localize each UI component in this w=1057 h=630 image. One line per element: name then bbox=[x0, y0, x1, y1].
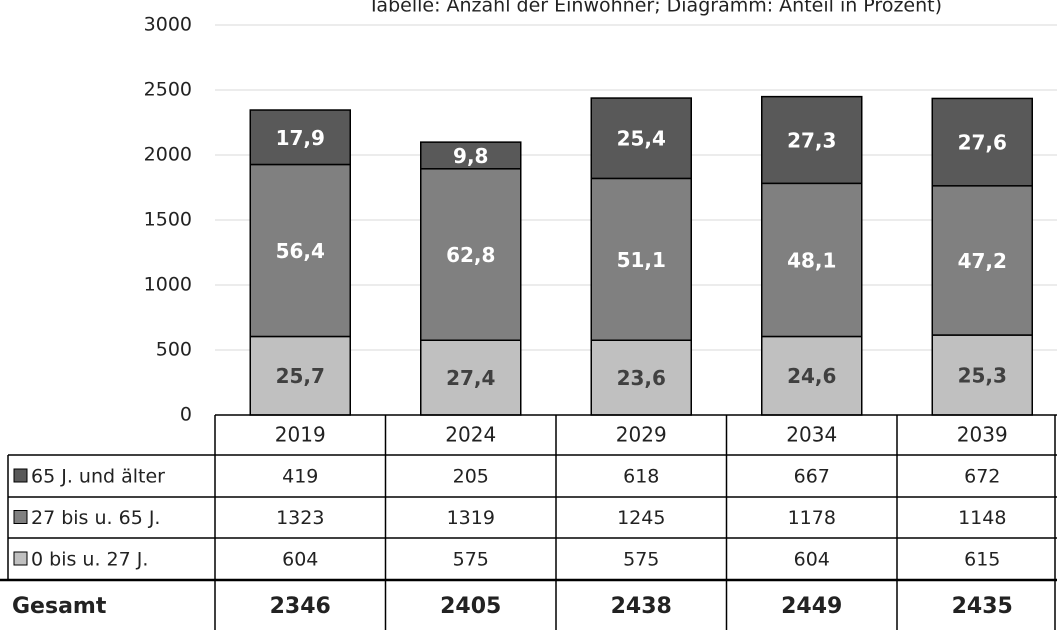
total-cell: 2449 bbox=[781, 594, 842, 619]
bar-segment bbox=[761, 182, 863, 338]
y-tick-label: 3000 bbox=[144, 14, 192, 36]
bar-segment bbox=[590, 177, 692, 341]
bar-segment bbox=[590, 339, 692, 416]
bar-segment bbox=[420, 339, 522, 416]
table-cell: 1323 bbox=[276, 507, 324, 529]
data-label: 27,6 bbox=[958, 131, 1007, 155]
legend-label: 65 J. und älter bbox=[31, 466, 165, 488]
total-cell: 2405 bbox=[440, 594, 501, 619]
legend-swatch bbox=[13, 551, 28, 566]
bar-segment bbox=[420, 141, 522, 170]
legend-swatch bbox=[13, 468, 28, 483]
x-tick-label: 2024 bbox=[445, 423, 496, 447]
total-cell: 2346 bbox=[270, 594, 331, 619]
bar-segment bbox=[761, 335, 863, 416]
bar-segment bbox=[249, 109, 351, 166]
bar-segment bbox=[249, 163, 351, 338]
data-label: 25,4 bbox=[617, 127, 666, 151]
chart-title: Tabelle: Anzahl der Einwohner; Diagramm:… bbox=[367, 0, 942, 17]
table-cell: 604 bbox=[794, 549, 830, 571]
bar-segment bbox=[590, 97, 692, 180]
y-tick-label: 2000 bbox=[144, 144, 192, 166]
legend-label: 27 bis u. 65 J. bbox=[31, 507, 160, 529]
bar-segment bbox=[931, 334, 1033, 416]
table-cell: 1178 bbox=[788, 507, 836, 529]
x-tick-label: 2039 bbox=[957, 423, 1008, 447]
table-cell: 575 bbox=[623, 549, 659, 571]
x-tick-label: 2019 bbox=[275, 423, 326, 447]
y-tick-label: 1500 bbox=[144, 209, 192, 231]
legend-label: 0 bis u. 27 J. bbox=[31, 549, 148, 571]
data-label: 62,8 bbox=[446, 243, 495, 267]
table-cell: 672 bbox=[964, 466, 1000, 488]
data-label: 25,7 bbox=[276, 364, 325, 388]
data-label: 23,6 bbox=[617, 366, 666, 390]
data-label: 24,6 bbox=[787, 364, 836, 388]
data-label: 51,1 bbox=[617, 248, 666, 272]
table-cell: 1319 bbox=[447, 507, 495, 529]
table-cell: 615 bbox=[964, 549, 1000, 571]
table-cell: 604 bbox=[282, 549, 318, 571]
total-cell: 2438 bbox=[611, 594, 672, 619]
data-label: 9,8 bbox=[453, 144, 488, 168]
x-tick-label: 2034 bbox=[786, 423, 837, 447]
table-cell: 1245 bbox=[617, 507, 665, 529]
data-label: 27,4 bbox=[446, 366, 495, 390]
data-label: 56,4 bbox=[276, 239, 325, 263]
x-tick-label: 2029 bbox=[616, 423, 667, 447]
table-cell: 575 bbox=[453, 549, 489, 571]
y-tick-label: 500 bbox=[156, 339, 192, 361]
data-label: 27,3 bbox=[787, 128, 836, 152]
y-tick-label: 0 bbox=[180, 404, 192, 426]
table-cell: 1148 bbox=[958, 507, 1006, 529]
table-cell: 618 bbox=[623, 466, 659, 488]
total-cell: 2435 bbox=[952, 594, 1013, 619]
total-label: Gesamt bbox=[12, 594, 107, 619]
table-cell: 667 bbox=[794, 466, 830, 488]
data-label: 47,2 bbox=[958, 249, 1007, 273]
bar-segment bbox=[761, 95, 863, 185]
data-label: 25,3 bbox=[958, 364, 1007, 388]
legend-swatch bbox=[13, 510, 28, 524]
bar-segment bbox=[931, 97, 1033, 187]
y-tick-label: 2500 bbox=[144, 79, 192, 101]
data-label: 48,1 bbox=[787, 248, 836, 272]
data-label: 17,9 bbox=[276, 126, 325, 150]
table-cell: 419 bbox=[282, 466, 318, 488]
y-tick-label: 1000 bbox=[144, 274, 192, 296]
table-cell: 205 bbox=[453, 466, 489, 488]
bar-segment bbox=[420, 168, 522, 341]
